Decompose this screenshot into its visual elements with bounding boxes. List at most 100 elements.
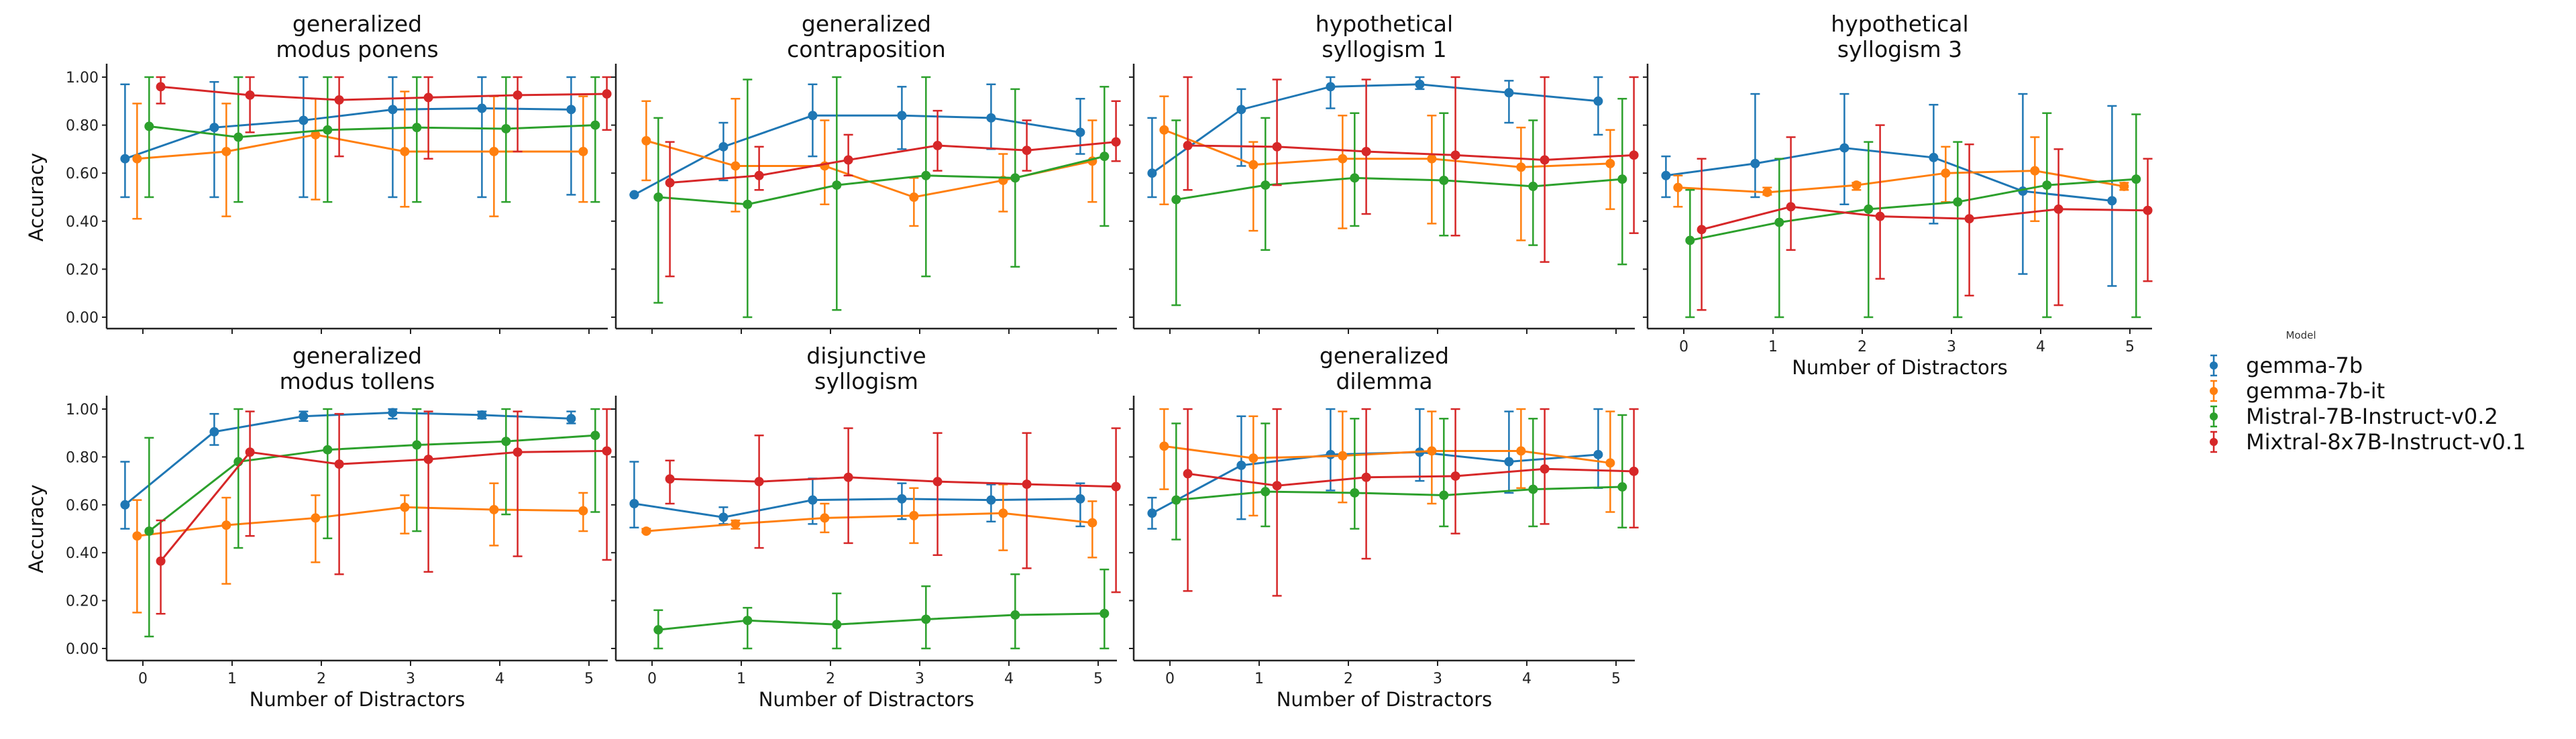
data-point: [1786, 202, 1796, 212]
data-point: [132, 531, 142, 541]
series-Mistral-7B-Instruct-v0.2: [144, 408, 600, 638]
data-point: [832, 180, 842, 190]
data-point: [299, 411, 309, 421]
legend-marker-icon: [2210, 361, 2218, 370]
data-point: [743, 199, 753, 209]
data-point: [1010, 173, 1020, 183]
data-point: [1450, 471, 1460, 481]
data-point: [986, 495, 996, 505]
series-line: [148, 434, 596, 532]
series-line: [1163, 129, 1611, 168]
series-Mixtral-8x7B-Instruct-v0.1: [665, 100, 1121, 278]
data-point: [1516, 162, 1526, 172]
data-point: [1617, 174, 1627, 184]
data-point: [311, 513, 321, 523]
data-point: [1504, 88, 1514, 98]
series-line: [1151, 83, 1599, 174]
data-point: [731, 161, 741, 171]
data-point: [820, 513, 830, 523]
data-point: [1875, 211, 1885, 221]
data-point: [1697, 225, 1707, 235]
data-point: [1450, 150, 1460, 160]
data-point: [388, 408, 398, 418]
y-tick-label: 1.00: [66, 70, 99, 87]
y-tick-label: 1.00: [66, 402, 99, 418]
y-tick-label: 0.40: [66, 545, 99, 562]
series-line: [1690, 178, 2137, 241]
legend-label: gemma-7b: [2246, 353, 2363, 378]
x-tick-label: 5: [2125, 339, 2135, 355]
x-tick-label: 1: [737, 671, 746, 687]
series-gemma-7b-it: [132, 91, 588, 220]
data-point: [1111, 481, 1121, 492]
data-point: [1248, 160, 1258, 170]
data-point: [1183, 469, 1193, 479]
data-point: [1147, 168, 1157, 178]
data-point: [754, 170, 764, 180]
x-axis-label: Number of Distractors: [1792, 356, 2008, 379]
legend-marker-icon: [2210, 387, 2218, 395]
series-Mistral-7B-Instruct-v0.2: [1685, 112, 2141, 319]
series-gemma-7b: [1661, 93, 2117, 287]
series-Mistral-7B-Instruct-v0.2: [1171, 97, 1627, 306]
data-point: [629, 499, 639, 509]
legend-marker-icon: [2210, 412, 2218, 420]
data-point: [1685, 235, 1695, 245]
series-line: [658, 612, 1105, 631]
subplot-generalized-dilemma: generalized dilemma 0 1 2 3 4 5 Number of Distra…: [1129, 343, 1639, 711]
subplot-title: hypothetical syllogism 1: [1316, 11, 1453, 62]
legend-label: Mistral-7B-Instruct-v0.2: [2246, 404, 2498, 429]
x-tick-label: 4: [495, 671, 504, 687]
subplot-title-line: dilemma: [1336, 368, 1432, 394]
series-line: [1151, 451, 1599, 514]
data-point: [221, 146, 231, 156]
data-point: [1159, 441, 1169, 451]
data-point: [1605, 458, 1615, 468]
data-point: [1272, 481, 1282, 491]
data-point: [1774, 217, 1784, 227]
series-line: [646, 512, 1093, 532]
series-gemma-7b: [120, 408, 576, 530]
data-point: [423, 454, 433, 464]
data-point: [641, 135, 651, 146]
x-tick-label: 5: [1611, 671, 1621, 687]
series-line: [137, 133, 584, 160]
subplot-title-line: hypothetical: [1831, 11, 1968, 37]
data-point: [132, 154, 142, 164]
data-point: [233, 132, 244, 142]
y-axis-label: Accuracy: [25, 153, 48, 241]
data-point: [299, 115, 309, 125]
subplot-generalized-contraposition: generalized contraposition: [611, 11, 1121, 334]
data-point: [323, 445, 333, 455]
data-point: [653, 625, 663, 635]
x-axis-label: Number of Distractors: [759, 688, 975, 711]
data-point: [334, 459, 344, 469]
legend-marker-icon: [2210, 438, 2218, 446]
data-point: [1183, 141, 1193, 151]
data-point: [412, 123, 422, 133]
data-point: [245, 90, 255, 100]
data-point: [1338, 451, 1348, 461]
data-point: [1929, 152, 1939, 162]
data-point: [400, 146, 410, 156]
subplot-title-line: disjunctive: [806, 343, 926, 369]
y-tick-label: 0.00: [66, 310, 99, 327]
data-point: [1171, 495, 1181, 505]
legend-label: Mixtral-8x7B-Instruct-v0.1: [2246, 429, 2526, 455]
subplot-generalized-modus-ponens: generalized modus ponens 0.00 0.20 0.40 0.60 0…: [25, 11, 612, 334]
data-point: [843, 472, 853, 482]
data-point: [1750, 158, 1760, 168]
data-point: [1087, 518, 1097, 528]
x-tick-label: 0: [647, 671, 657, 687]
data-point: [909, 510, 919, 520]
legend-item: Mistral-7B-Instruct-v0.2: [2210, 404, 2498, 429]
legend-title: Model: [2286, 329, 2316, 341]
data-point: [1439, 490, 1449, 500]
series-gemma-7b-it: [641, 484, 1097, 559]
data-point: [1272, 141, 1282, 152]
data-point: [1427, 446, 1437, 456]
data-point: [641, 526, 651, 536]
series-line: [669, 141, 1116, 184]
data-point: [897, 494, 907, 504]
data-point: [1617, 482, 1627, 492]
